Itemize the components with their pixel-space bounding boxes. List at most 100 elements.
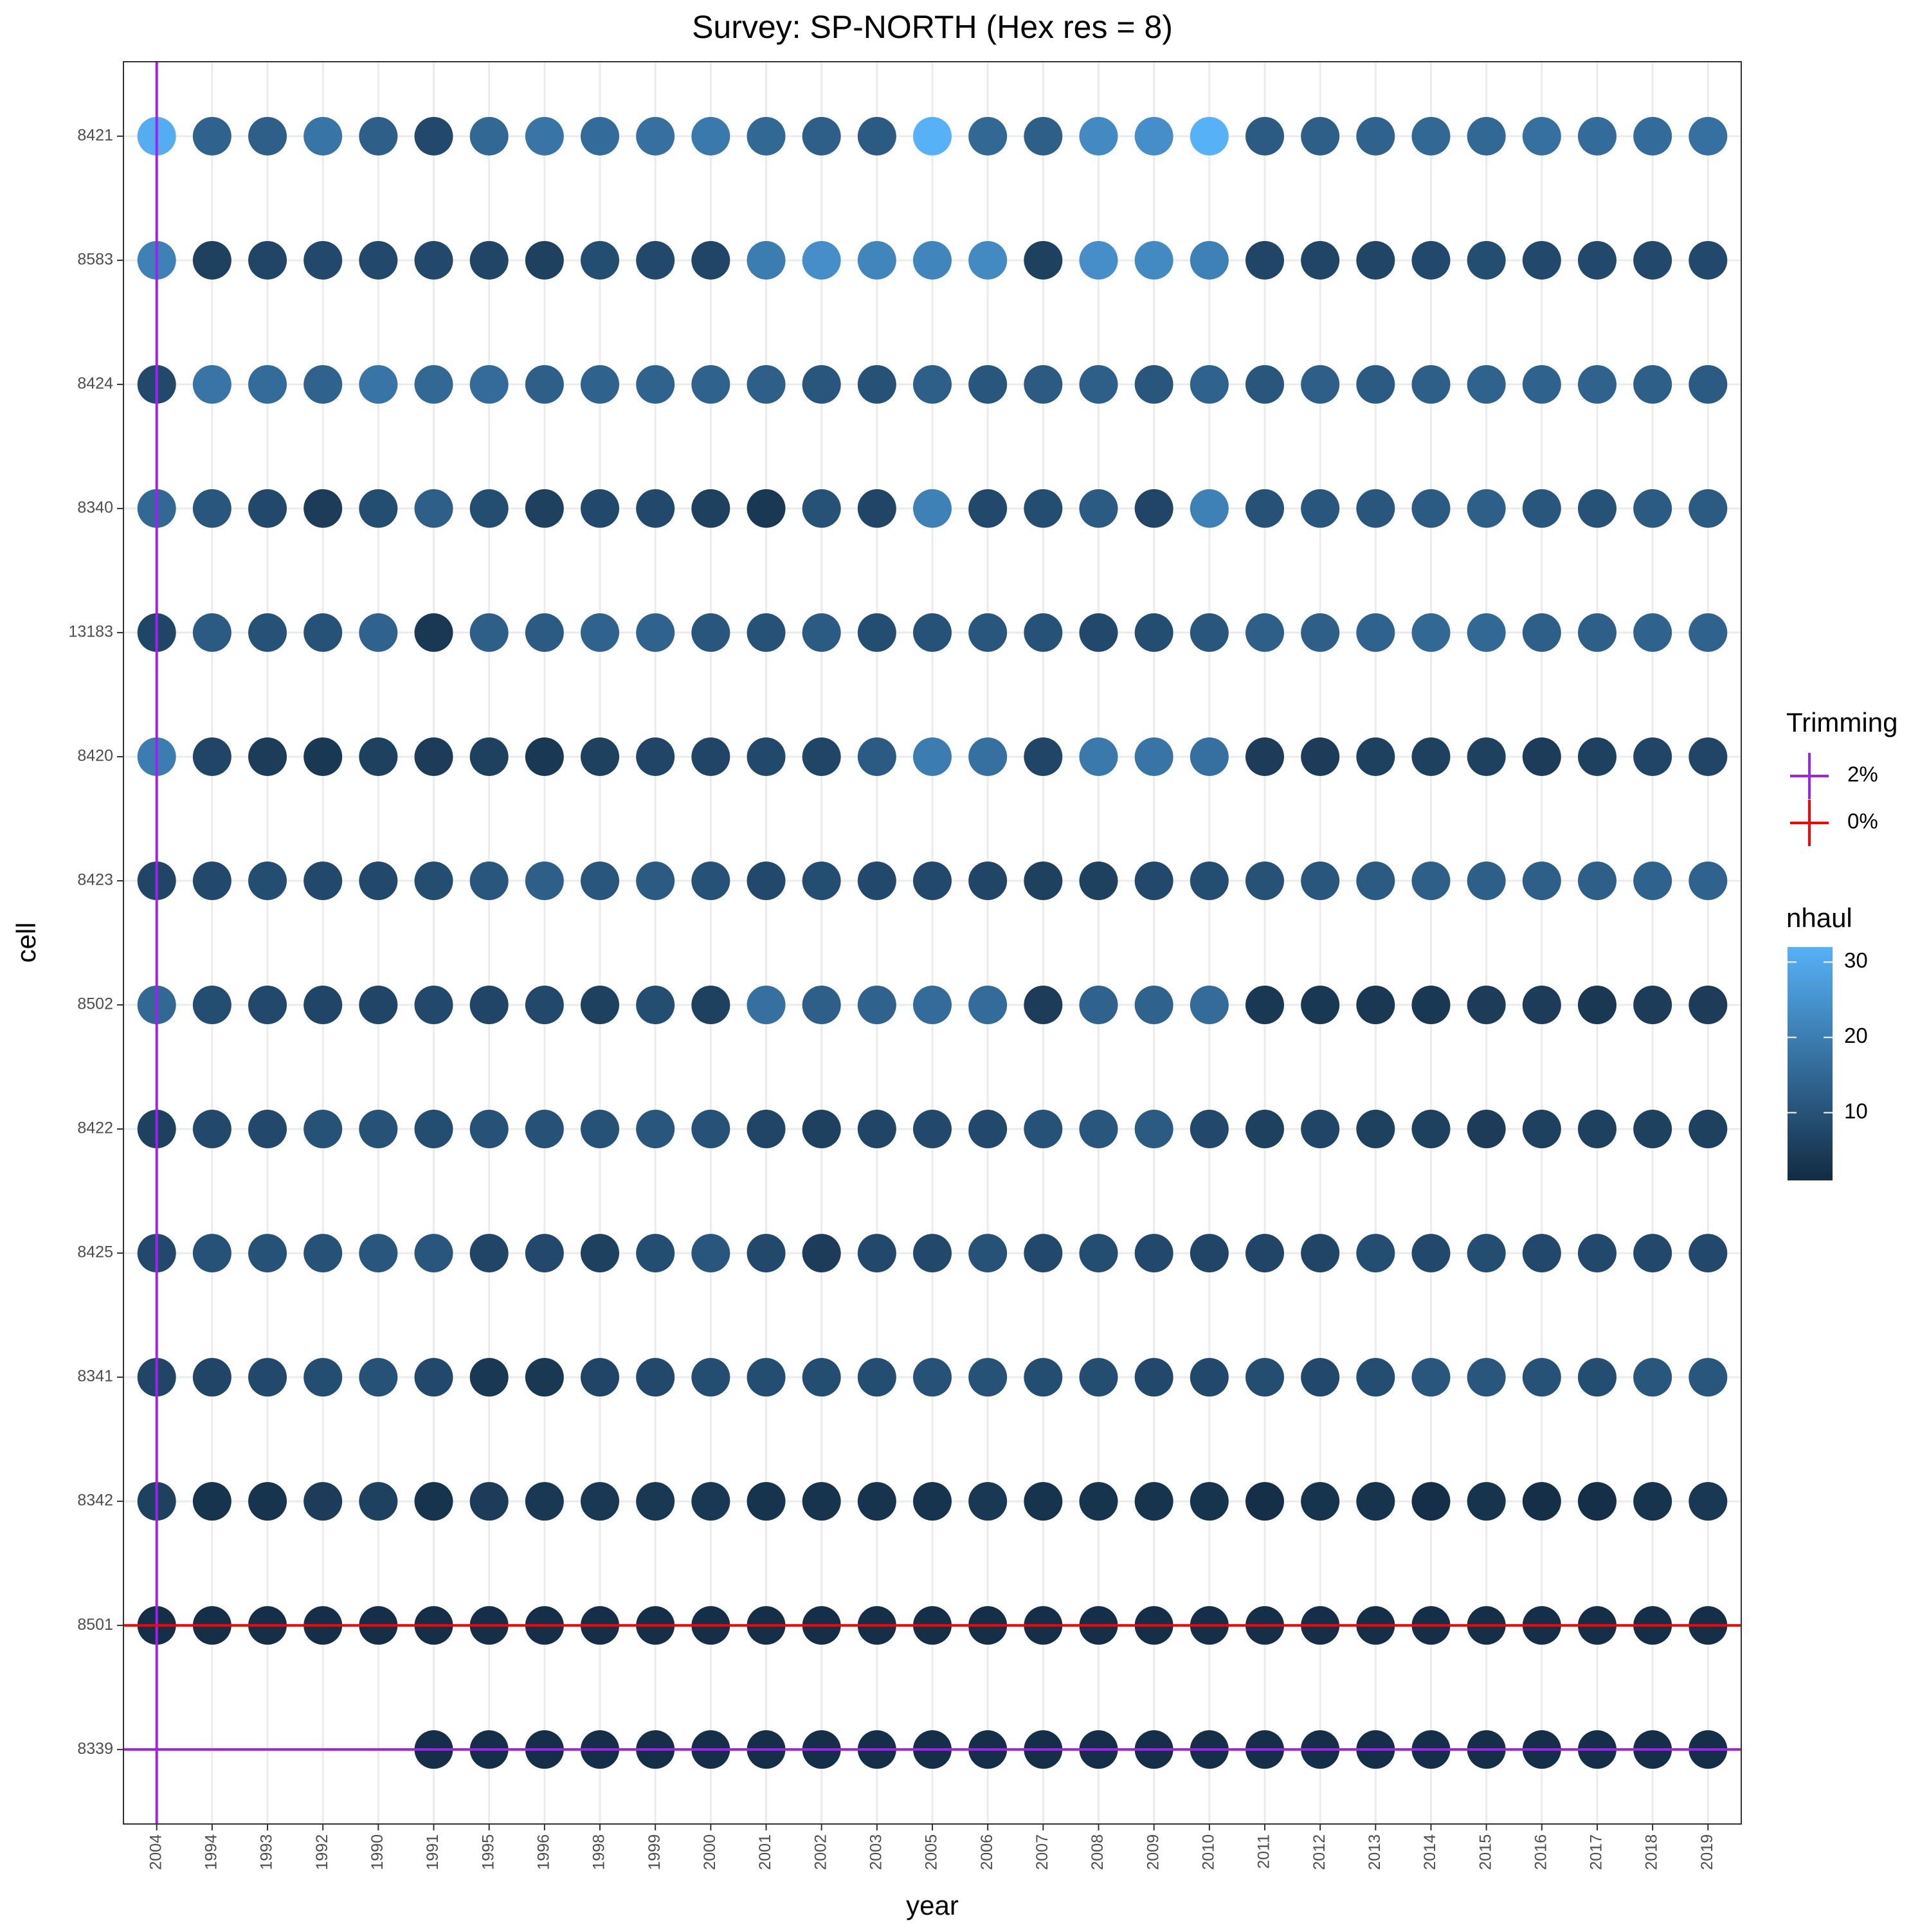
dot: [1245, 1358, 1284, 1397]
dot: [248, 861, 287, 900]
dot: [802, 1234, 841, 1273]
x-tick-label: 2017: [1588, 1834, 1606, 1870]
dot: [747, 116, 786, 156]
dot: [1689, 1110, 1728, 1149]
dot: [1411, 737, 1451, 776]
x-tick-label: 1994: [202, 1834, 220, 1870]
dot: [1301, 1234, 1340, 1273]
panel-border: [123, 61, 1742, 1825]
dot: [1522, 613, 1561, 652]
dot: [1301, 1110, 1340, 1149]
dot: [1134, 1482, 1173, 1521]
dot: [469, 365, 509, 404]
dot: [1689, 240, 1728, 280]
dot: [691, 116, 730, 156]
dot: [1301, 737, 1340, 776]
dot: [414, 1234, 453, 1273]
x-tick-label: 2003: [867, 1834, 885, 1870]
x-tick-label: 1995: [479, 1834, 497, 1870]
dot: [636, 116, 675, 156]
dot: [192, 240, 231, 280]
dot: [1522, 489, 1561, 528]
x-tick-label: 2013: [1366, 1834, 1384, 1870]
dot: [192, 1110, 231, 1149]
dot: [913, 365, 952, 404]
dot: [359, 613, 398, 652]
y-tick-label: 8425: [77, 1243, 113, 1261]
dot: [1079, 116, 1118, 156]
dot: [525, 737, 564, 776]
dot: [913, 1482, 952, 1521]
dot: [192, 613, 231, 652]
dot: [1689, 861, 1728, 900]
dot: [747, 986, 786, 1025]
dot: [1411, 1358, 1451, 1397]
dot: [303, 1234, 343, 1273]
dot: [968, 737, 1008, 776]
x-tick-label: 2018: [1643, 1834, 1661, 1870]
dot: [857, 365, 896, 404]
dot: [1245, 1234, 1284, 1273]
dot: [857, 116, 896, 156]
x-tick-label: 2004: [147, 1834, 165, 1870]
dot: [581, 1482, 620, 1521]
dot: [747, 489, 786, 528]
dot: [192, 737, 231, 776]
y-tick-label: 8339: [77, 1740, 113, 1758]
dot: [414, 489, 453, 528]
x-tick-label: 1993: [258, 1834, 276, 1870]
dot: [636, 1482, 675, 1521]
dot: [1024, 613, 1063, 652]
dot: [747, 737, 786, 776]
dot: [1577, 1482, 1617, 1521]
dot: [1190, 613, 1229, 652]
dot: [1633, 240, 1672, 280]
y-tick-label: 8341: [77, 1368, 113, 1386]
dot: [1190, 1234, 1229, 1273]
dot: [691, 737, 730, 776]
dot: [1190, 861, 1229, 900]
dot: [1577, 861, 1617, 900]
dot: [857, 861, 896, 900]
x-tick-label: 2012: [1310, 1834, 1328, 1870]
dot: [1245, 489, 1284, 528]
dot: [1190, 986, 1229, 1025]
dot: [1689, 489, 1728, 528]
dot: [1190, 489, 1229, 528]
dot: [857, 613, 896, 652]
dot: [636, 1234, 675, 1273]
dot: [802, 613, 841, 652]
dot: [248, 489, 287, 528]
dot: [1689, 1234, 1728, 1273]
dot: [1467, 1110, 1506, 1149]
dot: [469, 116, 509, 156]
dot: [913, 1358, 952, 1397]
dot: [1577, 240, 1617, 280]
dot: [1245, 986, 1284, 1025]
dot: [1577, 986, 1617, 1025]
dot: [581, 737, 620, 776]
dot: [1577, 1234, 1617, 1273]
dot: [636, 613, 675, 652]
dot: [913, 116, 952, 156]
dot: [469, 489, 509, 528]
dot: [525, 861, 564, 900]
x-tick-label: 1996: [534, 1834, 552, 1870]
dot: [691, 861, 730, 900]
dot: [968, 1482, 1008, 1521]
dot: [802, 240, 841, 280]
dot: [1245, 116, 1284, 156]
dot: [414, 365, 453, 404]
dot: [1633, 737, 1672, 776]
legend-title: nhaul: [1786, 903, 1852, 933]
dot: [968, 613, 1008, 652]
dot: [248, 986, 287, 1025]
dot: [636, 489, 675, 528]
dot: [1467, 1482, 1506, 1521]
dot: [1467, 365, 1506, 404]
dot: [691, 240, 730, 280]
dot: [192, 489, 231, 528]
dot: [1024, 986, 1063, 1025]
dot: [1079, 365, 1118, 404]
dot: [359, 737, 398, 776]
